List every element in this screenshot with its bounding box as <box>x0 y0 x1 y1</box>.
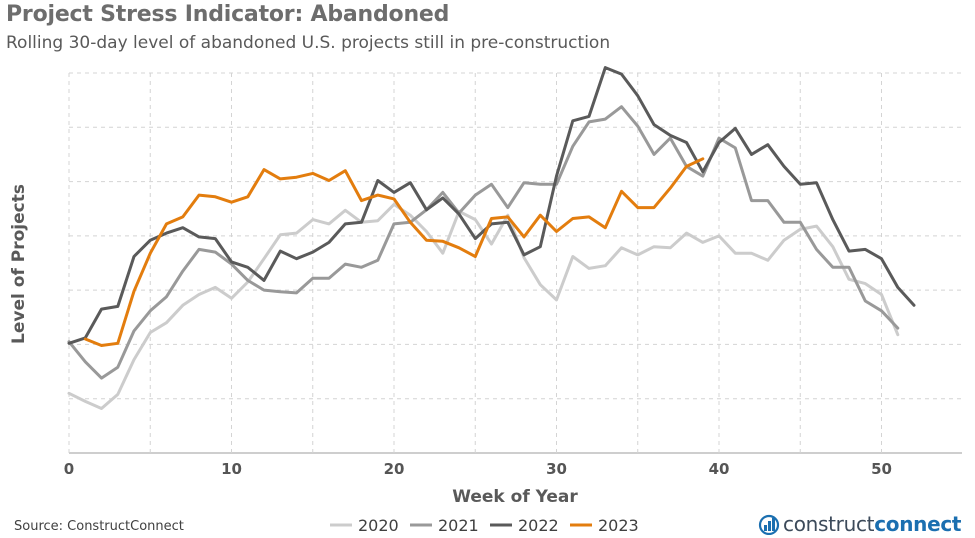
legend-label-2021: 2021 <box>438 516 479 535</box>
x-tick-label: 50 <box>871 460 892 478</box>
x-tick-label: 0 <box>64 460 74 478</box>
legend-label-2022: 2022 <box>518 516 559 535</box>
x-tick-label: 30 <box>546 460 567 478</box>
series-line-2022 <box>67 66 916 345</box>
chart-subtitle: Rolling 30-day level of abandoned U.S. p… <box>6 33 611 53</box>
building-logo-icon <box>758 514 780 535</box>
x-tick-label: 10 <box>221 460 242 478</box>
legend-label-2020: 2020 <box>358 516 399 535</box>
x-tick-labels: 0 10 20 30 40 50 <box>64 460 892 478</box>
logo-suffix: connect <box>874 512 962 536</box>
logo-wordmark: constructconnect <box>783 512 961 536</box>
constructconnect-logo: constructconnect <box>757 512 961 536</box>
y-axis-label: Level of Projects <box>9 184 29 344</box>
series-line-2023 <box>83 157 705 347</box>
source-note: Source: ConstructConnect <box>14 519 184 534</box>
chart-title: Project Stress Indicator: Abandoned <box>6 2 450 27</box>
series-line-2021 <box>67 105 900 380</box>
legend: 2020 2021 2022 2023 <box>330 516 639 535</box>
x-tick-label: 40 <box>709 460 730 478</box>
logo-prefix: construct <box>783 512 875 536</box>
x-tick-label: 20 <box>384 460 405 478</box>
x-axis-label: Week of Year <box>452 487 578 507</box>
legend-label-2023: 2023 <box>598 516 639 535</box>
series-lines <box>67 66 916 410</box>
